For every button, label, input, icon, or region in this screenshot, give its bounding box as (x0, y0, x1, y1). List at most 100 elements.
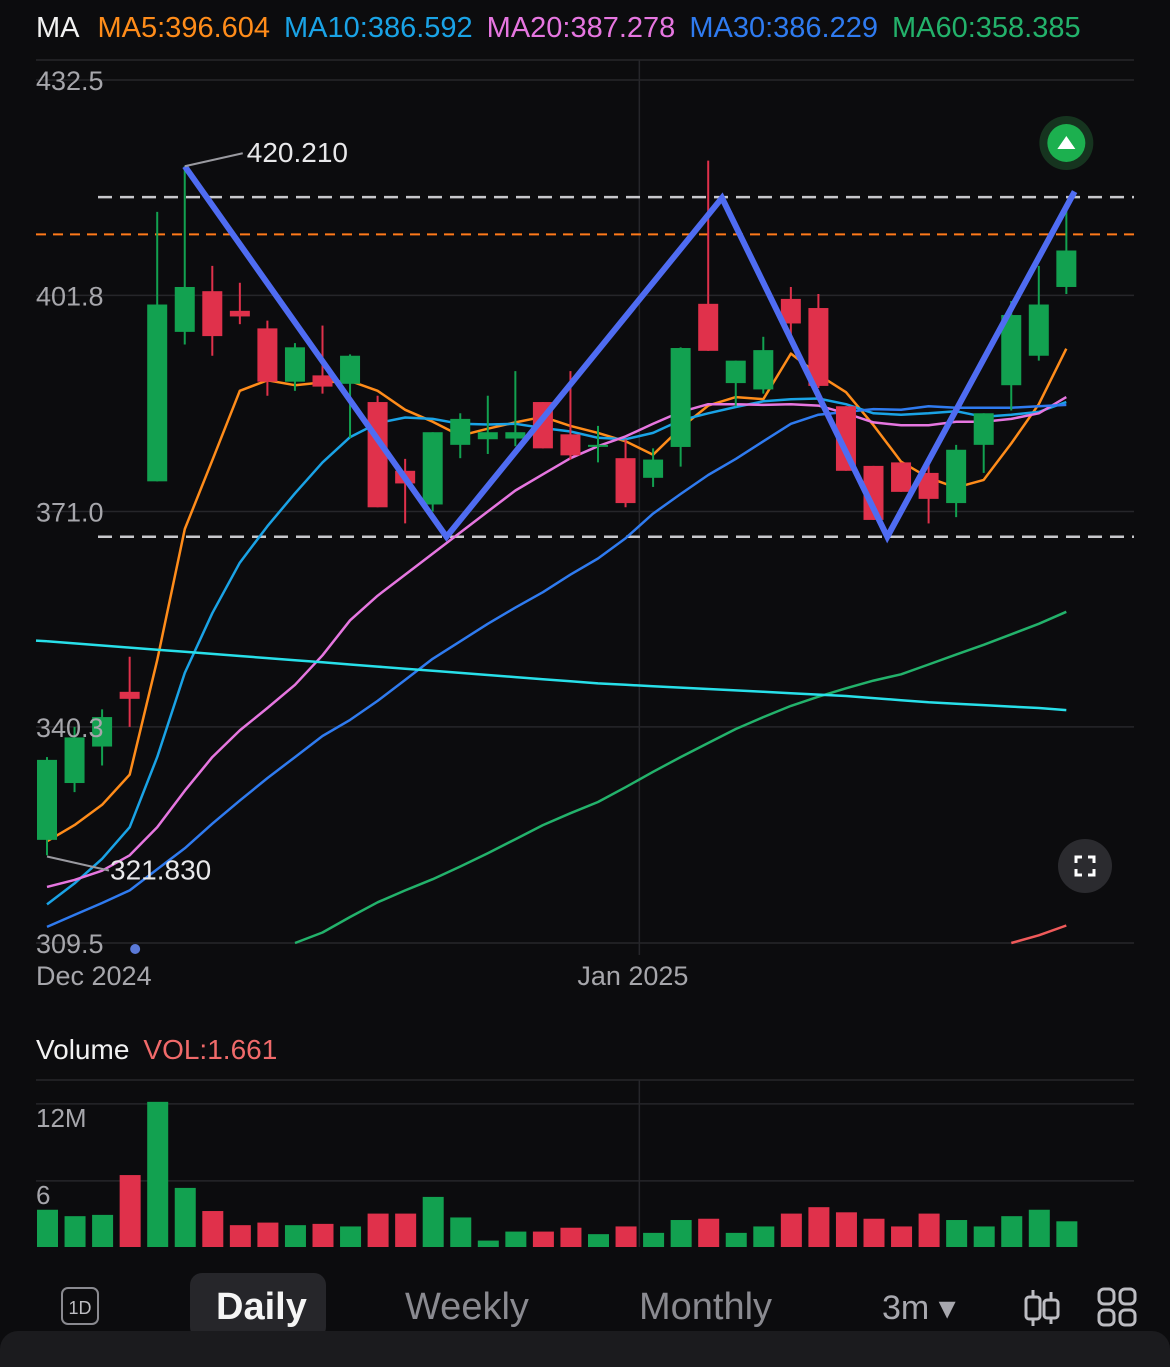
up-arrow-icon (1057, 136, 1076, 149)
volume-bar (946, 1220, 968, 1247)
volume-bar (202, 1211, 224, 1247)
low-label: 321.830 (110, 854, 211, 885)
candle-body (643, 459, 664, 478)
candle-body (422, 432, 443, 505)
candle-body (780, 298, 801, 324)
volume-bar (615, 1226, 637, 1247)
event-dot-icon (130, 944, 141, 954)
candle-body (808, 308, 829, 386)
candle (643, 448, 664, 487)
volume-bar (891, 1226, 913, 1247)
vol-tick-label: 6 (36, 1180, 50, 1210)
volume-bar (808, 1207, 830, 1247)
volume-bar (284, 1225, 306, 1247)
candle (670, 347, 691, 467)
candlestick-icon[interactable] (1022, 1288, 1062, 1328)
volume-bar (1028, 1209, 1050, 1247)
candle (588, 425, 608, 463)
volume-bar (918, 1213, 940, 1247)
volume-title: Volume (36, 1034, 130, 1065)
volume-value: VOL:1.661 (143, 1034, 278, 1065)
tab-weekly[interactable]: Weekly (405, 1286, 529, 1328)
candle-body (202, 291, 223, 337)
volume-bar (147, 1101, 169, 1247)
candle (1056, 204, 1077, 294)
candle (174, 166, 195, 345)
ma-line-ma30 (46, 403, 1067, 929)
volume-bar (698, 1218, 720, 1247)
candle-body (284, 347, 305, 382)
ma20-legend: MA20:387.278 (486, 12, 676, 44)
volume-bar (119, 1175, 141, 1247)
volume-bar (835, 1212, 857, 1247)
candle (753, 336, 774, 394)
volume-bar (780, 1213, 802, 1247)
candle-body (891, 462, 912, 492)
volume-bar (725, 1232, 747, 1247)
volume-bar (1056, 1221, 1078, 1247)
volume-bar (643, 1232, 665, 1247)
candle-body (946, 449, 967, 504)
candle (477, 395, 498, 454)
high-leader (184, 152, 243, 168)
buy-signal-icon (1039, 116, 1094, 170)
ma-line-ma20 (46, 396, 1067, 889)
bottom-panel-edge (0, 1331, 1170, 1367)
vol-tick-label: 12M (36, 1103, 87, 1133)
volume-bar (477, 1240, 499, 1247)
volume-bar (973, 1226, 995, 1247)
volume-bar (863, 1218, 885, 1247)
volume-bar (1001, 1216, 1023, 1247)
range-select[interactable]: 3m ▾ (882, 1289, 956, 1327)
candle (450, 413, 471, 459)
candle-body (367, 402, 388, 508)
ma60-legend: MA60:358.385 (891, 12, 1081, 44)
volume-bar (312, 1223, 334, 1247)
volume-chart[interactable]: 12M 6 (0, 1075, 1170, 1255)
volume-bar (560, 1227, 582, 1247)
candle (725, 360, 746, 407)
candle-body (174, 286, 195, 332)
candle-body (698, 303, 719, 351)
volume-bar (395, 1213, 417, 1247)
candle (284, 343, 305, 391)
volume-bar (450, 1217, 472, 1247)
tab-monthly[interactable]: Monthly (639, 1286, 773, 1328)
ma30-legend: MA30:386.229 (689, 12, 878, 44)
volume-bar (257, 1222, 279, 1247)
candle-body (257, 328, 278, 382)
candle (202, 265, 223, 356)
candle (973, 413, 994, 473)
candle (835, 406, 856, 471)
tab-daily[interactable]: Daily (216, 1286, 307, 1328)
candle-body (1001, 315, 1022, 386)
candle (1028, 265, 1049, 361)
y-tick-label: 371.0 (36, 498, 104, 528)
candle-body (340, 355, 361, 384)
candle (37, 757, 57, 856)
grid-icon[interactable] (1096, 1286, 1138, 1328)
volume-bar (753, 1226, 775, 1247)
candle-body (505, 432, 526, 439)
candle-body (918, 472, 939, 499)
y-tick-label: 340.3 (36, 713, 104, 743)
volume-bar (505, 1231, 527, 1247)
candle-body (670, 348, 691, 447)
candle (891, 462, 912, 492)
interval-1d-icon[interactable]: 1D (61, 1287, 99, 1325)
candle-body (229, 310, 250, 317)
candle (92, 709, 113, 766)
ma-legend: MA MA5:396.604 MA10:386.592 MA20:387.278… (36, 12, 1081, 45)
candle-body (615, 458, 636, 504)
candle (918, 462, 939, 524)
volume-bar (422, 1196, 444, 1247)
y-tick-label: 432.5 (36, 66, 104, 96)
ma10-legend: MA10:386.592 (284, 12, 473, 44)
candle-body (92, 717, 113, 747)
fullscreen-button[interactable] (1058, 839, 1112, 893)
candle-body (725, 360, 746, 384)
ma-line-ma10 (46, 397, 1067, 906)
ma-line-lt2 (1010, 924, 1067, 945)
low-leader (46, 855, 110, 872)
